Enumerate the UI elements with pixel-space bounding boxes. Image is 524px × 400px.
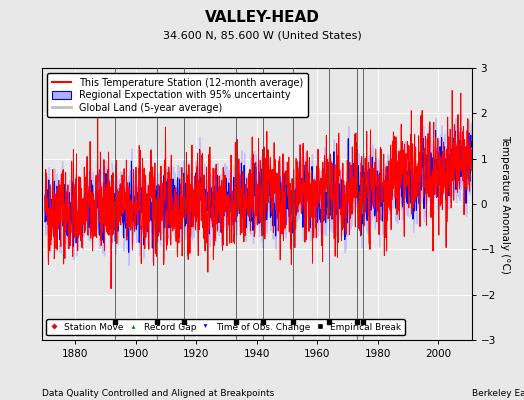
- Text: Data Quality Controlled and Aligned at Breakpoints: Data Quality Controlled and Aligned at B…: [42, 389, 274, 398]
- Legend: Station Move, Record Gap, Time of Obs. Change, Empirical Break: Station Move, Record Gap, Time of Obs. C…: [47, 319, 405, 336]
- Y-axis label: Temperature Anomaly (°C): Temperature Anomaly (°C): [500, 134, 510, 274]
- Text: Berkeley Earth: Berkeley Earth: [472, 389, 524, 398]
- Text: VALLEY-HEAD: VALLEY-HEAD: [204, 10, 320, 25]
- Text: 34.600 N, 85.600 W (United States): 34.600 N, 85.600 W (United States): [162, 30, 362, 40]
